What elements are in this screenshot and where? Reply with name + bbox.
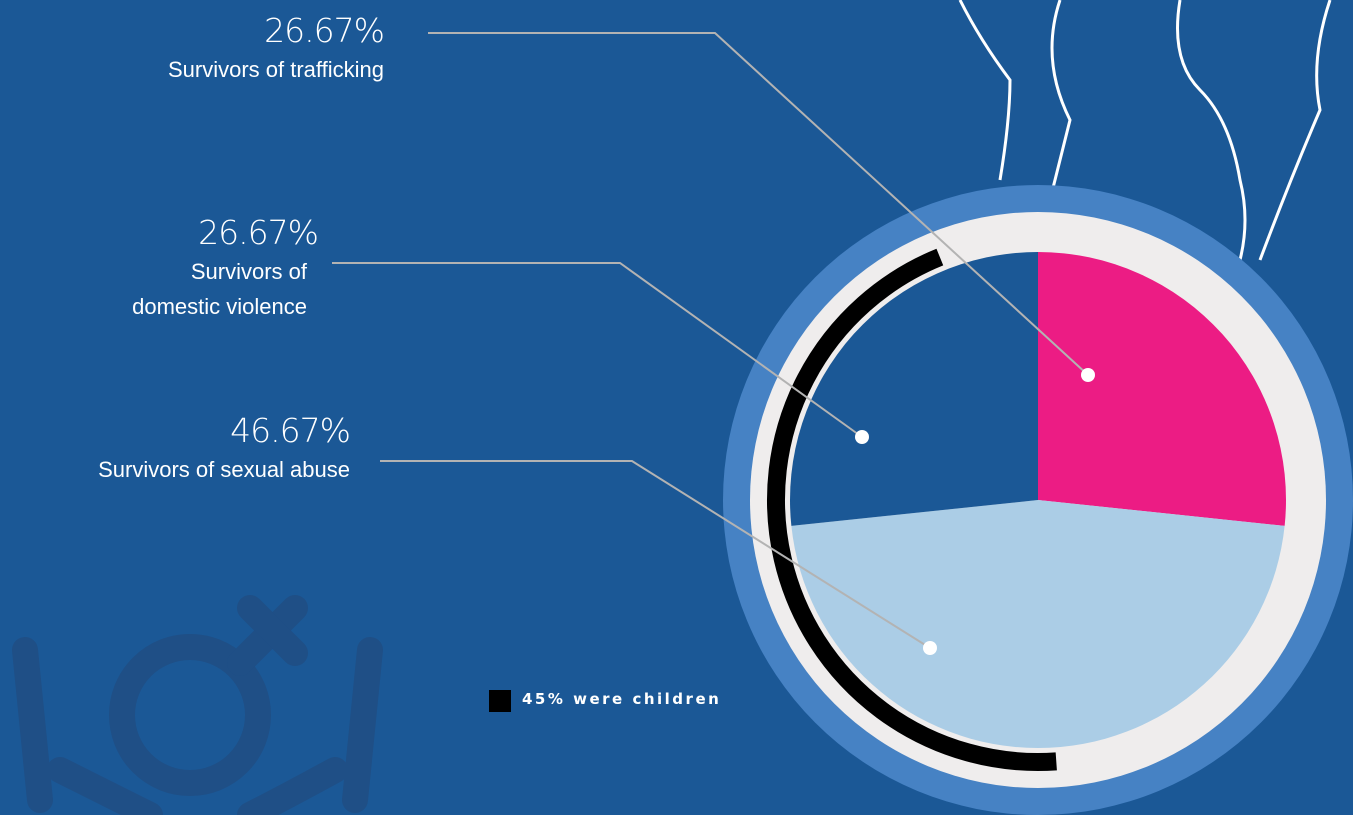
pie: [790, 252, 1286, 748]
value-label: 46.67%: [230, 411, 351, 450]
icon: [109, 634, 271, 796]
pie-slice: [791, 500, 1285, 748]
decor-hands: [958, 0, 1332, 261]
category-label: Survivors of sexual abuse: [98, 457, 350, 482]
value-label: 26.67%: [198, 213, 319, 252]
overlays: [332, 32, 1095, 771]
icon: [12, 637, 383, 815]
category-label: Survivors of domestic violence: [132, 259, 307, 319]
pie-slice: [790, 252, 1038, 526]
leader-dot: [855, 430, 869, 444]
leader-line: [380, 460, 931, 649]
children-arc: [767, 248, 1057, 771]
legend-swatch: [489, 690, 511, 712]
leader-dot: [1081, 368, 1095, 382]
leader-line: [332, 262, 863, 438]
leader-line: [428, 32, 1089, 376]
decor-venus: [12, 595, 383, 815]
icon: [958, 0, 1332, 261]
leader-dot: [923, 641, 937, 655]
value-label: 26.67%: [264, 11, 385, 50]
legend-label: 45% were children: [522, 690, 722, 708]
icon: [237, 595, 308, 666]
category-label: Survivors of trafficking: [167, 57, 384, 82]
pie-slice: [1038, 252, 1286, 526]
